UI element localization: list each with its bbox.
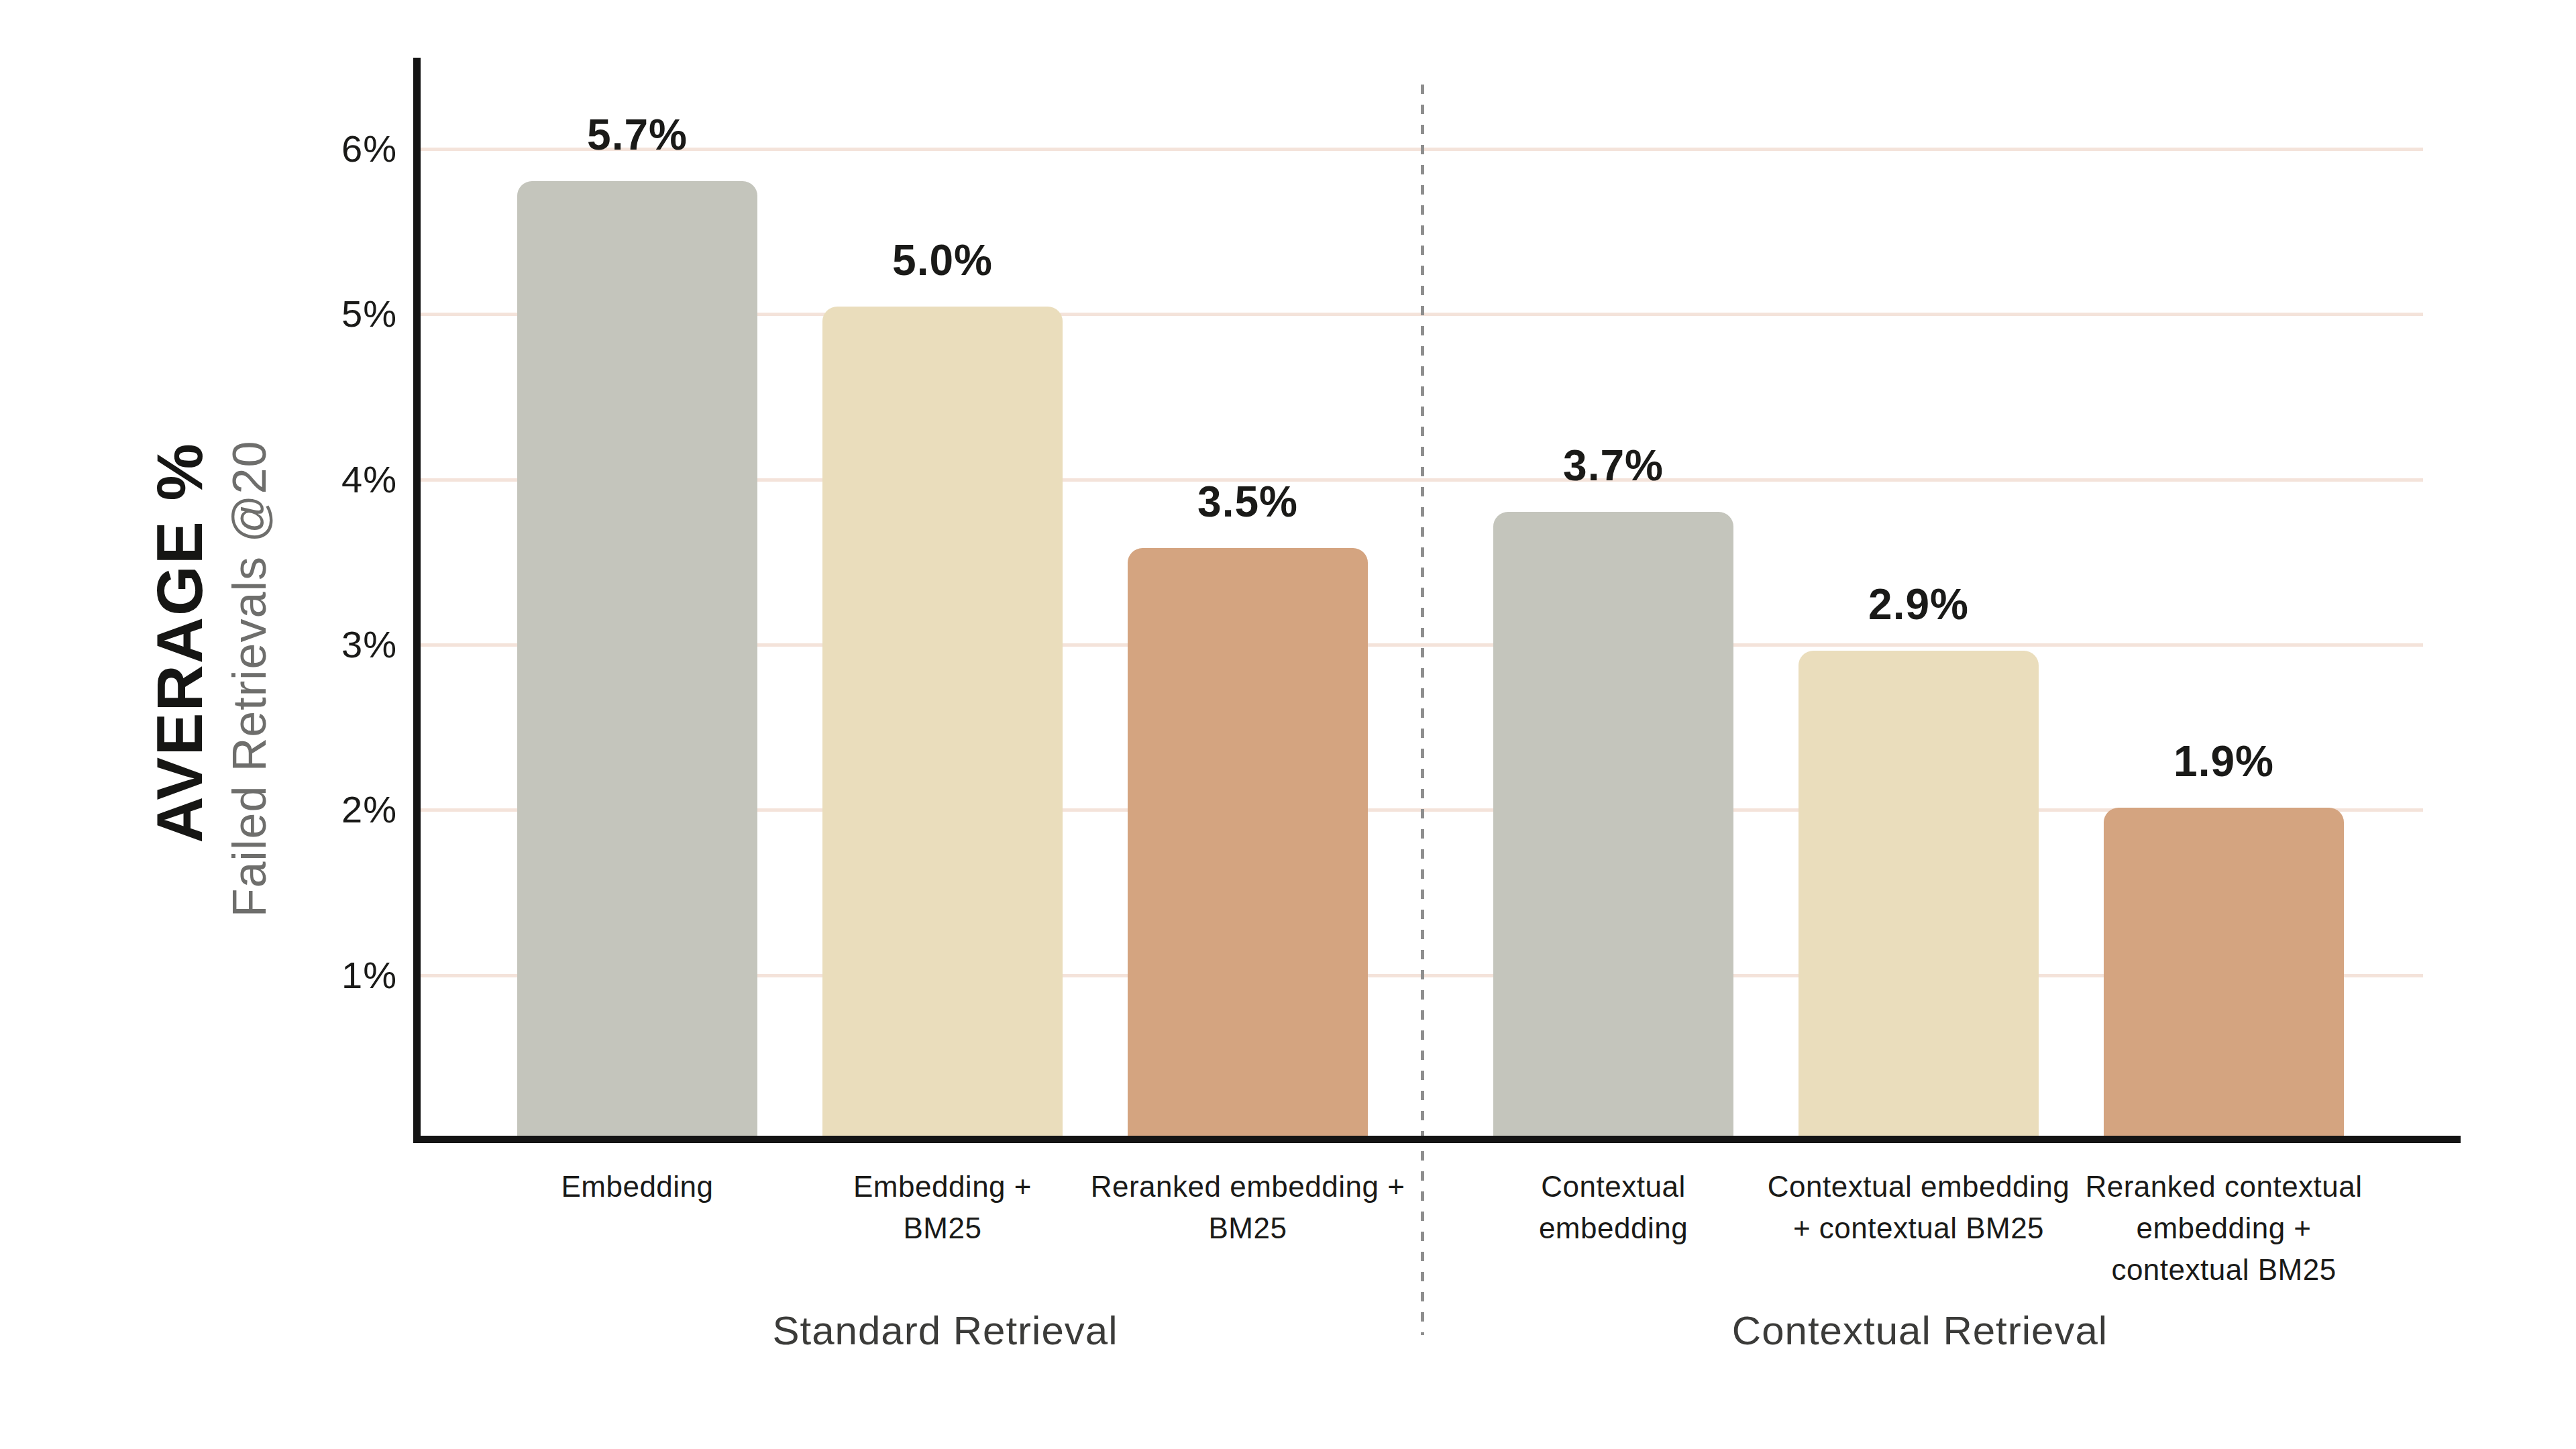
x-category-label: Reranked contextualembedding +contextual… bbox=[2085, 1166, 2362, 1291]
y-tick-label: 5% bbox=[223, 292, 397, 336]
x-category-label: Contextualembedding bbox=[1539, 1166, 1688, 1249]
x-category-label-line: Reranked embedding + bbox=[1091, 1166, 1405, 1208]
y-axis-title: AVERAGE % bbox=[143, 442, 217, 843]
bar-embedding bbox=[517, 181, 757, 1136]
x-category-label: Embedding +BM25 bbox=[853, 1166, 1032, 1249]
y-axis-subtitle: Failed Retrievals @20 bbox=[223, 441, 276, 918]
x-category-label-line: Reranked contextual bbox=[2085, 1166, 2362, 1208]
bar-contextual-embedding bbox=[1493, 512, 1733, 1136]
x-category-label: Contextual embedding+ contextual BM25 bbox=[1768, 1166, 2070, 1249]
x-category-label-line: BM25 bbox=[853, 1208, 1032, 1249]
x-axis-line bbox=[413, 1136, 2461, 1143]
group-divider-dashed-line bbox=[1421, 85, 1424, 1335]
y-tick-label: 1% bbox=[223, 953, 397, 998]
x-category-label-line: Contextual embedding bbox=[1768, 1166, 2070, 1208]
bar-reranked-contextual-embedding-contextual-bm25 bbox=[2104, 808, 2344, 1136]
x-category-label-line: Embedding bbox=[561, 1166, 713, 1208]
bar-value-label: 3.7% bbox=[1412, 442, 1815, 489]
failed-retrievals-bar-chart: 6%5%4%3%2%1% 5.7%Embedding5.0%Embedding … bbox=[0, 0, 2576, 1449]
group-label-standard-retrieval: Standard Retrieval bbox=[773, 1307, 1118, 1355]
bar-value-label: 5.7% bbox=[436, 111, 839, 158]
x-category-label-line: embedding bbox=[1539, 1208, 1688, 1249]
y-tick-label: 6% bbox=[223, 127, 397, 171]
bar-reranked-embedding-bm25 bbox=[1128, 548, 1368, 1136]
x-category-label-line: contextual BM25 bbox=[2085, 1249, 2362, 1291]
y-axis-line bbox=[413, 58, 421, 1143]
bar-embedding-bm25 bbox=[822, 307, 1063, 1136]
x-category-label-line: Embedding + bbox=[853, 1166, 1032, 1208]
bar-value-label: 5.0% bbox=[741, 237, 1144, 284]
x-category-label: Reranked embedding +BM25 bbox=[1091, 1166, 1405, 1249]
bar-value-label: 1.9% bbox=[2023, 738, 2425, 785]
x-category-label-line: BM25 bbox=[1091, 1208, 1405, 1249]
x-category-label-line: Contextual bbox=[1539, 1166, 1688, 1208]
x-category-label: Embedding bbox=[561, 1166, 713, 1208]
bar-value-label: 2.9% bbox=[1717, 581, 2120, 628]
bar-value-label: 3.5% bbox=[1046, 478, 1449, 525]
x-category-label-line: embedding + bbox=[2085, 1208, 2362, 1249]
bar-contextual-embedding-contextual-bm25 bbox=[1799, 651, 2039, 1136]
x-category-label-line: + contextual BM25 bbox=[1768, 1208, 2070, 1249]
group-label-contextual-retrieval: Contextual Retrieval bbox=[1732, 1307, 2108, 1355]
